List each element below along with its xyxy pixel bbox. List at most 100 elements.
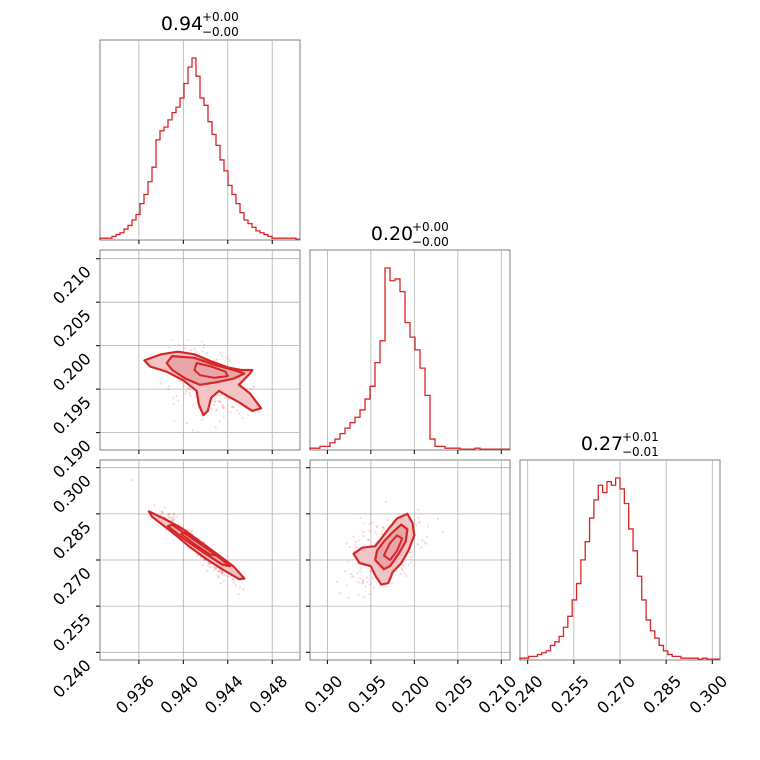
scatter-frame-0-1 <box>99 249 301 451</box>
sample-1-2 <box>361 579 364 583</box>
sample-0-1 <box>177 343 180 346</box>
sample-0-2 <box>221 571 224 574</box>
x-tick-label-1-2: 0.200 <box>388 672 434 718</box>
sample-0-1 <box>189 394 192 398</box>
sample-0-2 <box>172 512 175 515</box>
sample-1-2 <box>369 570 372 573</box>
sample-1-2 <box>407 563 410 566</box>
param-title-minus-0: −0.00 <box>202 25 239 39</box>
sample-0-1 <box>222 415 225 418</box>
sample-1-2 <box>362 530 365 533</box>
sample-0-1 <box>205 351 209 355</box>
sample-1-2 <box>346 560 349 563</box>
sample-0-2 <box>201 564 204 567</box>
sample-0-2 <box>215 566 218 569</box>
scatter-panel-1-2 <box>306 459 511 664</box>
sample-1-2 <box>418 520 422 523</box>
sample-0-1 <box>201 350 205 353</box>
sample-0-1 <box>252 385 255 388</box>
sample-1-2 <box>373 586 376 589</box>
sample-0-1 <box>228 359 231 362</box>
sample-1-2 <box>366 538 369 541</box>
sample-1-2 <box>410 555 413 559</box>
sample-1-2 <box>371 521 374 524</box>
sample-0-1 <box>249 387 253 391</box>
sample-0-1 <box>187 339 190 342</box>
sample-0-1 <box>173 419 176 422</box>
sample-0-2 <box>214 567 217 571</box>
sample-0-1 <box>222 406 225 410</box>
sample-1-2 <box>390 582 394 585</box>
sample-0-1 <box>188 391 191 395</box>
sample-1-2 <box>375 525 378 529</box>
sample-1-2 <box>384 500 387 503</box>
sample-0-1 <box>215 408 218 411</box>
sample-0-1 <box>232 406 235 409</box>
sample-1-2 <box>427 525 430 528</box>
sample-0-2 <box>212 569 216 572</box>
sample-1-2 <box>436 517 440 520</box>
sample-0-2 <box>216 574 219 577</box>
sample-0-1 <box>188 387 191 390</box>
sample-0-1 <box>177 399 180 402</box>
sample-1-2 <box>381 526 385 529</box>
sample-0-2 <box>222 570 225 574</box>
sample-0-1 <box>217 399 220 403</box>
sample-0-1 <box>213 359 216 362</box>
sample-1-2 <box>347 596 350 599</box>
x-tick-label-2-4: 0.300 <box>685 672 731 718</box>
sample-0-2 <box>208 562 211 565</box>
x-tick-label-1-0: 0.190 <box>301 672 347 718</box>
sample-0-1 <box>203 343 206 346</box>
sample-0-2 <box>161 511 164 514</box>
contour-core-0-2 <box>180 531 218 557</box>
sample-1-2 <box>371 577 375 580</box>
x-tick-label-1-3: 0.205 <box>431 672 477 718</box>
sample-0-1 <box>213 400 216 404</box>
sample-1-2 <box>364 585 367 588</box>
sample-0-1 <box>238 412 241 415</box>
sample-0-2 <box>220 570 223 573</box>
sample-0-1 <box>159 382 162 385</box>
sample-0-1 <box>214 426 217 429</box>
sample-0-2 <box>219 582 223 585</box>
sample-0-2 <box>234 584 238 587</box>
sample-0-1 <box>224 397 227 400</box>
sample-1-2 <box>400 568 404 571</box>
sample-0-2 <box>130 478 133 482</box>
hist-frame-1 <box>309 249 511 451</box>
y-tick-label-1-3: 0.205 <box>49 306 95 352</box>
sample-0-2 <box>231 578 235 581</box>
sample-0-1 <box>229 411 232 414</box>
sample-0-1 <box>219 352 222 355</box>
y-tick-label-2-0: 0.240 <box>49 656 95 702</box>
sample-0-2 <box>217 569 221 572</box>
sample-1-2 <box>425 535 429 539</box>
y-tick-label-2-3: 0.285 <box>49 517 95 563</box>
sample-0-1 <box>212 403 216 407</box>
sample-1-2 <box>353 543 356 546</box>
sample-0-1 <box>201 418 204 421</box>
sample-0-2 <box>168 512 171 515</box>
sample-0-1 <box>214 399 217 402</box>
param-title-minus-2: −0.01 <box>622 445 659 459</box>
sample-0-1 <box>194 351 198 354</box>
sample-1-2 <box>352 535 355 538</box>
sample-0-2 <box>218 570 221 573</box>
sample-1-2 <box>345 542 348 545</box>
sample-0-2 <box>206 569 209 573</box>
param-title-plus-0: +0.00 <box>202 10 239 24</box>
y-tick-label-2-2: 0.270 <box>49 563 95 609</box>
sample-1-2 <box>363 596 366 599</box>
param-title-0: 0.94 <box>161 13 203 35</box>
y-tick-label-2-1: 0.255 <box>49 610 95 656</box>
sample-0-2 <box>175 515 178 518</box>
sample-0-1 <box>216 393 219 396</box>
sample-1-2 <box>369 583 372 586</box>
sample-1-2 <box>368 529 372 533</box>
sample-0-1 <box>218 420 221 423</box>
sample-0-1 <box>202 346 205 349</box>
sample-1-2 <box>356 571 359 575</box>
scatter-panel-0-1 <box>96 249 301 454</box>
sample-1-2 <box>425 542 428 545</box>
